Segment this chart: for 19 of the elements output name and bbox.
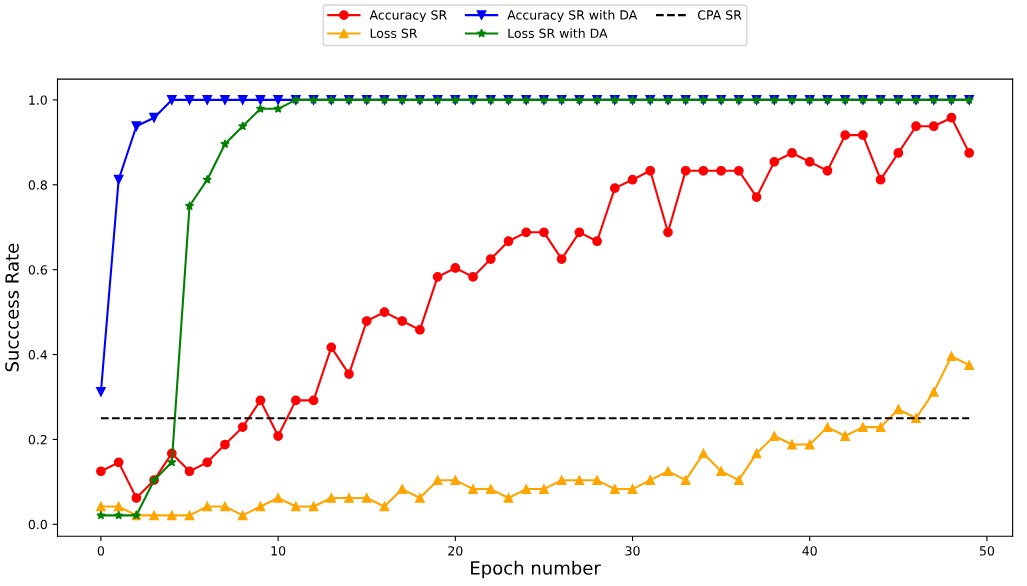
y-tick-label: 0.0	[28, 519, 47, 530]
x-axis-title: Epoch number	[471, 560, 601, 579]
y-tick-label: 0.6	[28, 265, 47, 275]
legend-label: Accuracy SR with DA	[507, 9, 638, 23]
x-tick-label: 20	[448, 546, 463, 556]
y-tick-label: 0.8	[28, 180, 47, 190]
legend-label: Loss SR	[370, 28, 418, 39]
legend-label: CPA SR	[697, 10, 742, 20]
legend-label: Loss SR with DA	[508, 28, 608, 39]
y-tick-label: 0.4	[28, 350, 48, 360]
x-tick-label: 50	[979, 546, 995, 556]
y-axis-title: Succcess Rate	[5, 243, 19, 372]
y-tick-label: 0.2	[28, 434, 47, 445]
x-tick-label: 30	[625, 546, 640, 556]
x-tick-label: 0	[97, 546, 105, 556]
legend-label: Accuracy SR	[369, 10, 447, 23]
y-tick-label: 1.0	[29, 95, 47, 105]
x-tick-label: 40	[802, 546, 817, 556]
x-tick-label: 10	[271, 546, 286, 556]
